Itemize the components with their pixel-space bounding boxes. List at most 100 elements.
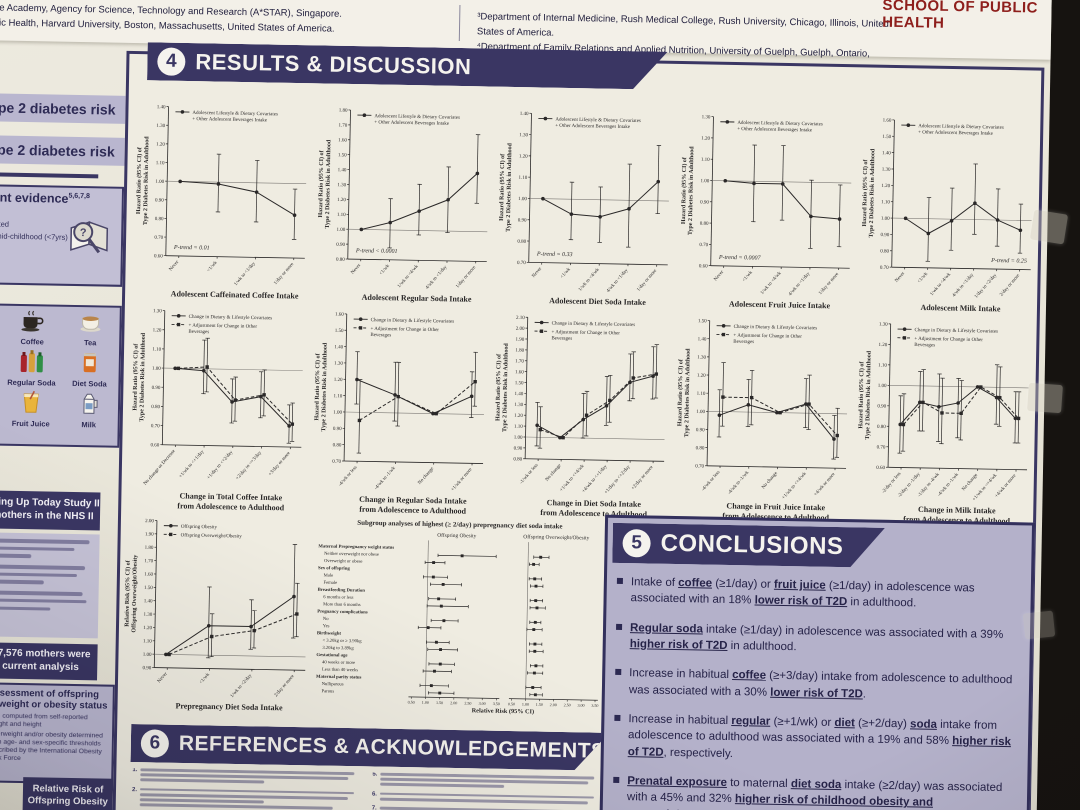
results-panel: 4 RESULTS & DISCUSSION 0.60 0.70 0.80 0.90 1…	[112, 51, 1045, 810]
sidebar-relative-risk-box: Relative Risk of Offspring Obesity	[22, 777, 114, 810]
section-number-5: 5	[622, 529, 651, 558]
svg-text:2.00: 2.00	[550, 702, 557, 707]
svg-text:1.00: 1.00	[336, 228, 345, 233]
svg-text:+2/day or more: +2/day or more	[631, 465, 655, 491]
svg-text:1.10: 1.10	[336, 213, 345, 218]
svg-text:Beverages: Beverages	[551, 336, 572, 341]
svg-text:Male: Male	[324, 572, 334, 577]
svg-text:1.00: 1.00	[522, 702, 529, 707]
assessment-bullets: BMI computed from self-reported weight a…	[0, 712, 107, 764]
svg-text:0.90: 0.90	[877, 404, 886, 409]
svg-text:1/wk to <4/wk: 1/wk to <4/wk	[397, 264, 420, 289]
svg-text:Adolescent Lifestyle & Dietary: Adolescent Lifestyle & Dietary Covariate…	[374, 114, 460, 121]
svg-text:+1/wk to <+4/wk: +1/wk to <+4/wk	[559, 463, 586, 492]
svg-text:1.40: 1.40	[882, 151, 891, 156]
svg-text:1.10: 1.10	[696, 392, 705, 397]
references-list: 1.2.3.4. 5.6.7.8.	[131, 768, 595, 810]
conclusion-text: Regular soda intake (≥1/day) in adolesce…	[629, 621, 1004, 654]
svg-text:1.30: 1.30	[879, 322, 888, 327]
svg-text:3.00: 3.00	[577, 703, 584, 708]
svg-text:Overweight or obese: Overweight or obese	[324, 558, 363, 564]
svg-text:1.00: 1.00	[333, 411, 342, 416]
references-banner: 6 REFERENCES & ACKNOWLEDGEMENTS	[131, 724, 610, 771]
coffee-icon	[19, 310, 45, 337]
svg-text:+ Adjustment for Change in Oth: + Adjustment for Change in Other	[914, 337, 983, 343]
beverage-label: Diet Soda	[72, 378, 107, 389]
svg-text:0.80: 0.80	[517, 240, 526, 245]
tape-artifact	[1022, 610, 1056, 640]
bullet-marker	[615, 669, 622, 676]
svg-text:+ Other Adolescent Beverages I: + Other Adolescent Beverages Intake	[918, 130, 994, 136]
svg-text:+1/wk to <+1/day: +1/wk to <+1/day	[179, 449, 206, 479]
svg-text:Nulliparous: Nulliparous	[322, 681, 344, 686]
reference-item: 2.	[132, 787, 355, 810]
svg-text:-4/wk or less: -4/wk or less	[701, 470, 721, 492]
sidebar-beverage-panel: Coffee Tea Regular Soda Diet Soda Fruit Juic…	[0, 303, 122, 448]
chart-adolescent-milk: 0.70 0.80 0.90 1.00 1.10 1.20 1.30 1.40 1.50 1.60…	[859, 111, 1039, 316]
chart-svg: 0.70 0.80 0.90 1.00 1.10 1.20 1.30 1.40 1.50 -4/w…	[676, 319, 847, 522]
blurred-text-line	[139, 803, 333, 810]
svg-text:1.20: 1.20	[701, 136, 710, 141]
svg-text:+2/day to <+3/day: +2/day to <+3/day	[235, 450, 263, 481]
chart-svg: 0.70 0.80 0.90 1.00 1.10 1.20 1.30 1.40 1.50 1.60…	[861, 119, 1032, 313]
conclusion-text: Increase in habitual coffee (≥+3/day) in…	[628, 667, 1013, 701]
svg-text:Type 2 Diabetes Risk in Adulth: Type 2 Diabetes Risk in Adulthood	[502, 343, 510, 433]
svg-text:Pregnancy complications: Pregnancy complications	[317, 610, 368, 616]
svg-text:0.60: 0.60	[154, 254, 163, 259]
svg-text:1.40: 1.40	[337, 168, 346, 173]
svg-text:1/day or more: 1/day or more	[636, 269, 658, 293]
conclusion-bullet: Intake of coffee (≥1/day) or fruit juice…	[616, 574, 1021, 614]
svg-text:Change in Diet Soda Intake: Change in Diet Soda Intake	[547, 498, 642, 509]
svg-text:Change in Fruit Juice Intake: Change in Fruit Juice Intake	[726, 501, 825, 512]
conclusions-panel: 5 CONCLUSIONS Intake of coffee (≥1/day) …	[597, 514, 1036, 810]
svg-text:Beverages: Beverages	[370, 333, 391, 338]
chart-change-milk: 0.60 0.70 0.80 0.90 1.00 1.10 1.20 1.30 -2/day o…	[855, 315, 1035, 528]
svg-text:1.10: 1.10	[333, 394, 342, 399]
svg-text:Relative Risk (95% CI) of: Relative Risk (95% CI) of	[124, 559, 132, 626]
svg-text:3.50: 3.50	[493, 701, 500, 706]
svg-text:1.20: 1.20	[337, 198, 346, 203]
chart-change-fruit-juice: 0.70 0.80 0.90 1.00 1.10 1.20 1.30 1.40 1.50 -4/w…	[674, 312, 854, 525]
tea-icon	[77, 311, 103, 338]
svg-text:0.90: 0.90	[155, 198, 164, 203]
svg-text:1.00: 1.00	[696, 410, 705, 415]
blurred-text-line	[0, 572, 78, 578]
svg-text:Adolescent Lifestyle & Dietary: Adolescent Lifestyle & Dietary Covariate…	[737, 121, 823, 128]
svg-text:1.50: 1.50	[515, 381, 524, 386]
conclusion-text: Intake of coffee (≥1/day) or fruit juice…	[630, 576, 975, 610]
svg-text:Change in Regular Soda Intake: Change in Regular Soda Intake	[359, 495, 467, 506]
tape-artifact	[1027, 382, 1063, 414]
svg-text:0.70: 0.70	[332, 460, 341, 465]
svg-text:Type 2 Diabetes Risk in Adulth: Type 2 Diabetes Risk in Adulthood	[321, 342, 329, 432]
svg-text:Beverages: Beverages	[188, 330, 209, 335]
svg-text:1.40: 1.40	[515, 392, 524, 397]
svg-text:No change: No change	[961, 473, 979, 492]
svg-text:2/day or more: 2/day or more	[999, 274, 1021, 298]
header-divider	[458, 4, 461, 41]
blurred-text-line	[0, 545, 75, 552]
svg-text:1.20: 1.20	[333, 378, 342, 383]
svg-text:Hazard Ratio (95% CI) of: Hazard Ratio (95% CI) of	[676, 358, 684, 426]
svg-text:1.40: 1.40	[157, 105, 166, 110]
svg-text:1.20: 1.20	[514, 414, 523, 419]
svg-text:1.20: 1.20	[519, 154, 528, 159]
svg-text:1.40: 1.40	[144, 599, 153, 604]
svg-text:1.00: 1.00	[518, 197, 527, 202]
sidebar-risk-box-2: pe 2 diabetes risk	[0, 135, 125, 166]
svg-text:1.20: 1.20	[143, 626, 152, 631]
svg-text:+ Other Adolescent Beverages I: + Other Adolescent Beverages Intake	[374, 120, 450, 126]
svg-text:1.30: 1.30	[697, 355, 706, 360]
beverage-item: Regular Soda	[2, 349, 61, 388]
reference-item: 6.	[372, 791, 594, 806]
svg-text:1.60: 1.60	[144, 573, 153, 578]
svg-text:Change in Dietary & Lifestyle: Change in Dietary & Lifestyle Covariates	[552, 321, 636, 328]
svg-text:0.50: 0.50	[408, 700, 415, 705]
svg-text:Never: Never	[169, 260, 181, 273]
chart-adolescent-coffee: 0.60 0.70 0.80 0.90 1.00 1.10 1.20 1.30 1.40 Neve…	[133, 98, 313, 303]
svg-text:0.70: 0.70	[877, 445, 886, 450]
svg-text:0.90: 0.90	[700, 200, 709, 205]
svg-text:Change in Total Coffee Intake: Change in Total Coffee Intake	[179, 491, 282, 502]
chart-svg: 0.60 0.70 0.80 0.90 1.00 1.10 1.20 1.30 -2/day o…	[857, 322, 1029, 526]
svg-text:3.50: 3.50	[591, 703, 598, 708]
svg-text:0.60: 0.60	[876, 466, 885, 471]
